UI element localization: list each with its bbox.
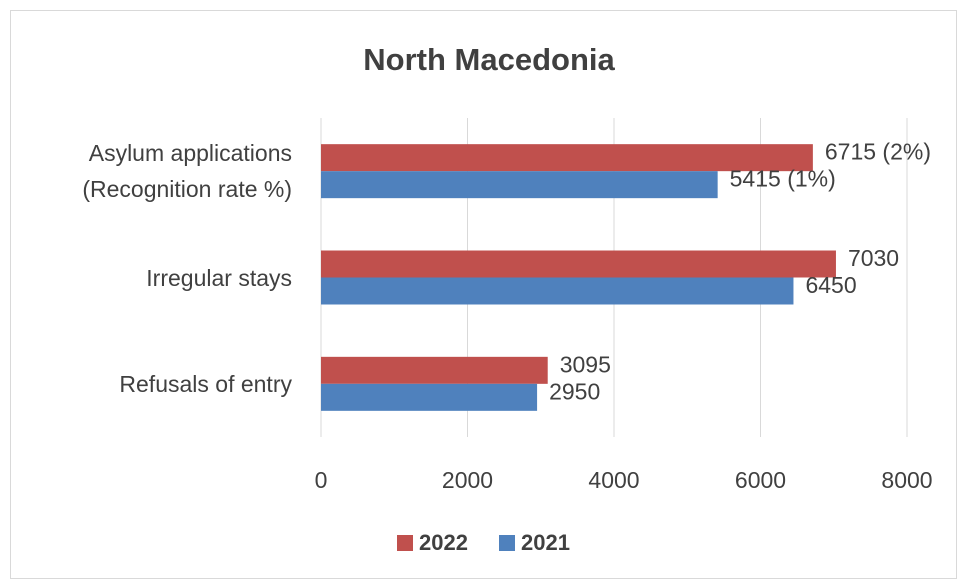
legend-swatch [499,535,515,551]
data-label: 2950 [549,378,600,404]
bar [321,383,538,411]
data-label: 7030 [848,245,899,271]
bar [321,171,718,199]
x-tick-label: 0 [315,467,328,493]
y-tick-label: Asylum applications (Recognition rate %) [82,140,292,203]
data-label: 6450 [805,272,856,298]
y-tick-label: Irregular stays [146,264,292,291]
bar [321,356,548,384]
bar [321,144,813,172]
data-label: 3095 [560,351,611,377]
x-tick-label: 2000 [442,467,493,493]
data-label: 5415 (1%) [730,166,836,192]
legend-label: 2021 [521,530,570,555]
x-tick-label: 6000 [735,467,786,493]
chart-title: North Macedonia [363,42,615,77]
x-tick-label: 4000 [588,467,639,493]
legend-swatch [397,535,413,551]
bar [321,250,836,278]
legend-label: 2022 [419,530,468,555]
y-tick-label: Refusals of entry [119,370,292,397]
data-label: 6715 (2%) [825,139,931,165]
bar [321,277,794,305]
x-tick-label: 8000 [881,467,932,493]
